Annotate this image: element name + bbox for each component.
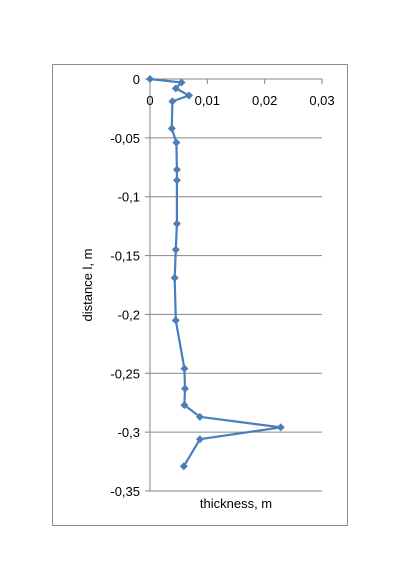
series-line-0 xyxy=(149,77,282,467)
data-point-6 xyxy=(172,138,181,147)
x-axis-title: thickness, m xyxy=(200,496,272,511)
x-axis-ticks: 0 0,01 0,02 0,03 xyxy=(146,79,335,108)
data-point-17 xyxy=(276,423,285,432)
data-point-15 xyxy=(180,401,189,410)
data-point-9 xyxy=(172,219,181,228)
data-point-12 xyxy=(171,316,180,325)
x-tick-label-1: 0,01 xyxy=(195,93,220,108)
data-point-0 xyxy=(146,75,154,83)
y-tick-label-7: -0,35 xyxy=(110,484,140,499)
y-axis-title: distance l, m xyxy=(80,249,95,322)
y-tick-label-5: -0,25 xyxy=(110,366,140,381)
data-point-4 xyxy=(168,97,177,106)
data-point-3 xyxy=(184,91,193,100)
x-tick-label-0: 0 xyxy=(146,93,153,108)
y-tick-label-4: -0,2 xyxy=(118,307,140,322)
chart-frame xyxy=(52,64,348,526)
y-tick-label-3: -0,15 xyxy=(110,249,140,264)
data-point-19 xyxy=(179,462,188,471)
data-point-13 xyxy=(180,364,189,373)
data-point-11 xyxy=(170,273,179,282)
y-tick-label-0: 0 xyxy=(133,72,140,87)
data-point-10 xyxy=(171,245,180,254)
gridlines xyxy=(150,137,322,492)
y-tick-label-1: -0,05 xyxy=(110,131,140,146)
x-tick-label-2: 0,02 xyxy=(252,93,277,108)
series-layer xyxy=(146,75,285,471)
data-point-14 xyxy=(180,384,189,393)
data-point-8 xyxy=(172,176,181,185)
y-axis-ticks: 0 -0,05 -0,1 -0,15 -0,2 -0,25 -0,3 -0,35 xyxy=(110,72,150,499)
data-point-2 xyxy=(171,84,180,93)
data-point-16 xyxy=(195,412,204,421)
x-tick-label-3: 0,03 xyxy=(309,93,334,108)
data-point-18 xyxy=(195,435,204,444)
data-point-1 xyxy=(177,78,186,87)
y-tick-label-6: -0,3 xyxy=(118,425,140,440)
data-point-5 xyxy=(167,124,176,133)
y-tick-label-2: -0,1 xyxy=(118,190,140,205)
data-point-7 xyxy=(172,165,181,174)
